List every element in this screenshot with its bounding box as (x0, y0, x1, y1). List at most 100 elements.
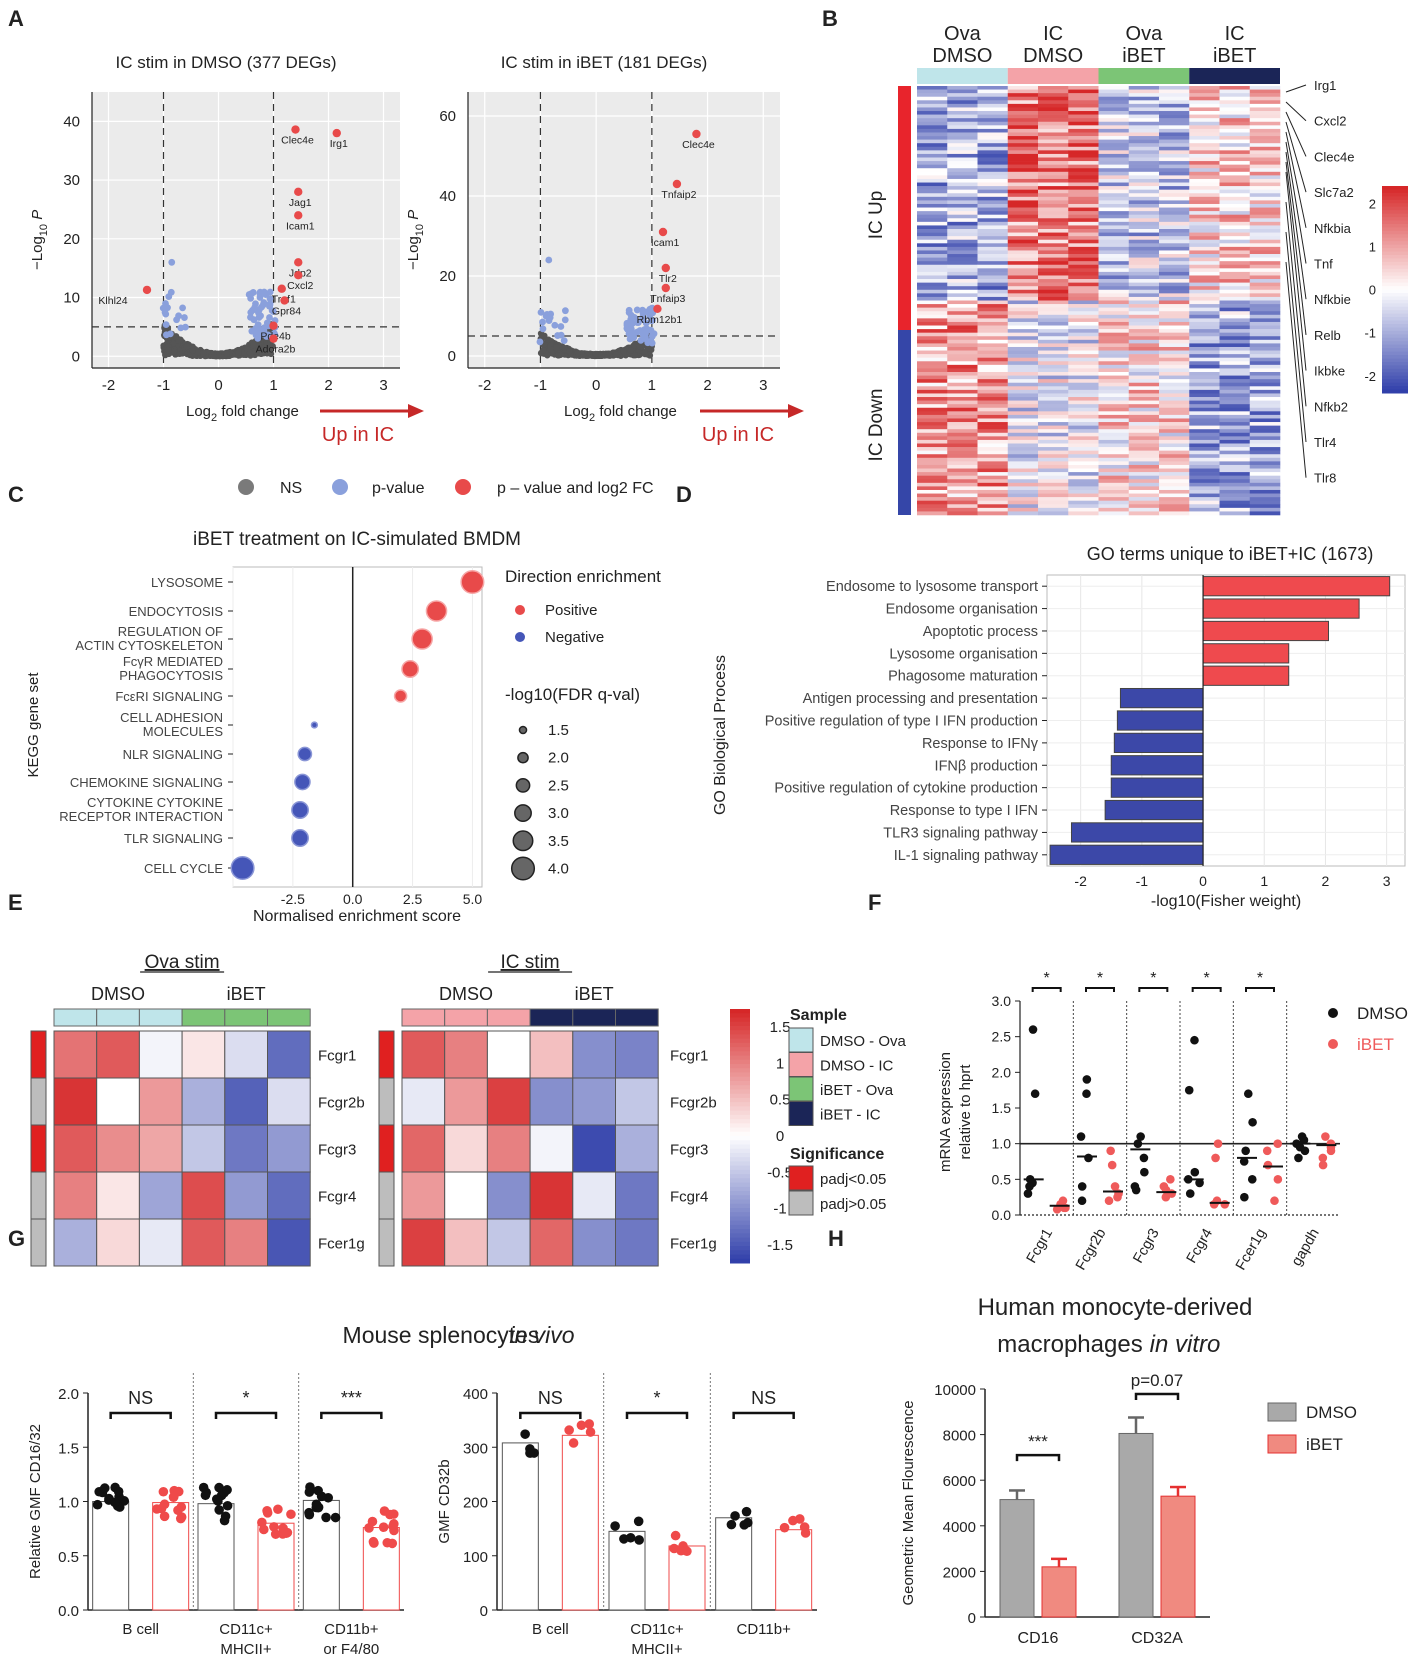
heatmap-cell (529, 1124, 574, 1173)
heatmap-cell (1038, 250, 1069, 255)
heatmap-cell (1068, 507, 1099, 512)
pvalue-gene-point (248, 327, 256, 335)
ibet-point (568, 1438, 579, 1448)
heatmap-cell (1219, 178, 1251, 183)
heatmap-cell (1128, 132, 1160, 137)
ibet-point (1321, 1132, 1330, 1141)
heatmap-cell (1038, 300, 1069, 305)
heatmap-cell (947, 464, 978, 469)
heatmap-cell (1038, 504, 1069, 509)
heatmap-cell (1128, 232, 1160, 237)
heatmap-cell (138, 1218, 183, 1267)
colorbar-cell (1382, 282, 1408, 287)
heatmap-cell (1098, 357, 1130, 362)
colorbar-cell (730, 1174, 750, 1179)
heatmap-cell (1249, 218, 1281, 223)
heatmap-cell (1007, 271, 1039, 276)
heatmap-cell (1219, 150, 1251, 155)
pvalue-gene-point (648, 332, 656, 340)
heatmap-cell (1219, 193, 1251, 198)
heatmap-cell (1189, 254, 1220, 258)
dmso-point (222, 1485, 232, 1495)
go-term-label: Endosome to lysosome transport (826, 579, 1038, 595)
heatmap-cell (1189, 236, 1220, 241)
colorbar-cell (730, 1038, 750, 1044)
heatmap-cell (1038, 482, 1069, 487)
heatmap-cell (1068, 382, 1099, 387)
heatmap-cell (1159, 286, 1190, 291)
heatmap-cell (1249, 236, 1281, 241)
colorbar-cell (1382, 261, 1408, 266)
heatmap-cell (1007, 486, 1039, 491)
gene-label: Nfkbia (1314, 221, 1352, 236)
heatmap-cell (1038, 468, 1069, 473)
heatmap-cell (1249, 350, 1281, 355)
heatmap-cell (1007, 218, 1039, 223)
heatmap-cell (1068, 304, 1099, 308)
heatmap-cell (1098, 139, 1130, 144)
x-tick-label: 2 (1322, 873, 1330, 889)
heatmap-cell (1038, 379, 1069, 384)
ns-gene-point (172, 333, 179, 340)
heatmap-cell (1068, 132, 1099, 137)
sample-color-cell (401, 1008, 446, 1027)
heatmap-cell (1038, 464, 1069, 469)
gene-label: Rbm12b1 (637, 314, 683, 326)
heatmap-cell (947, 232, 978, 237)
heatmap-cell (1159, 364, 1190, 369)
heatmap-cell (917, 136, 948, 140)
heatmap-cell (947, 279, 978, 283)
heatmap-cell (1249, 114, 1281, 119)
heatmap-cell (1219, 107, 1251, 112)
pvalue-gene-point (266, 302, 273, 310)
dmso-point (1239, 1157, 1249, 1166)
heatmap-cell (917, 239, 948, 244)
colorbar-cell (730, 1237, 750, 1243)
heatmap-cell (1007, 178, 1039, 183)
colorbar-cell (730, 1220, 750, 1226)
heatmap-cell (1098, 268, 1130, 273)
heatmap-cell (1038, 146, 1069, 151)
gene-label: Fcgr2b (318, 1095, 365, 1112)
heatmap-cell (1219, 250, 1251, 255)
heatmap-cell (1068, 425, 1099, 430)
heatmap-cell (1219, 336, 1251, 341)
colorbar-cell (730, 1106, 750, 1112)
heatmap-cell (1159, 182, 1190, 187)
gene-label: Irg1 (1314, 78, 1336, 93)
heatmap-cell (1128, 422, 1160, 426)
heatmap-cell (1098, 468, 1130, 473)
colorbar-cell (730, 1123, 750, 1129)
heatmap-cell (1219, 311, 1251, 316)
heatmap-cell (1007, 432, 1039, 437)
pvalue-gene-point (557, 331, 565, 339)
heatmap-cell (1128, 397, 1160, 401)
heatmap-cell (917, 196, 948, 201)
y-tick-label: 0.0 (992, 1207, 1012, 1223)
heatmap-cell (1128, 379, 1160, 384)
heatmap-cell (977, 171, 1009, 176)
heatmap-cell (1068, 361, 1099, 366)
sample-color-cell (267, 1008, 311, 1027)
group-label: CD11c+ (630, 1621, 684, 1638)
colorbar-tick-label: 0 (1369, 283, 1376, 298)
heatmap-cell (1098, 414, 1130, 419)
heatmap-cell (1159, 118, 1190, 123)
heatmap-cell (1007, 479, 1039, 484)
heatmap-cell (977, 429, 1009, 434)
heatmap-cell (615, 1218, 659, 1267)
legend-label: 1.5 (548, 722, 569, 739)
heatmap-cell (1219, 364, 1251, 369)
dmso-point (1023, 1189, 1033, 1198)
gene-set-label: NLR SIGNALING (123, 747, 223, 762)
heatmap-cell (1098, 282, 1130, 287)
heatmap-cell (1038, 472, 1069, 476)
heatmap-cell (1219, 203, 1251, 208)
heatmap-cell (1007, 186, 1039, 190)
heatmap-cell (1189, 121, 1220, 126)
heatmap-cell (1219, 457, 1251, 462)
heatmap-cell (1007, 229, 1039, 233)
gene-set-label: FcεRI SIGNALING (115, 689, 223, 704)
heatmap-cell (1159, 432, 1190, 437)
heatmap-cell (1249, 486, 1281, 491)
